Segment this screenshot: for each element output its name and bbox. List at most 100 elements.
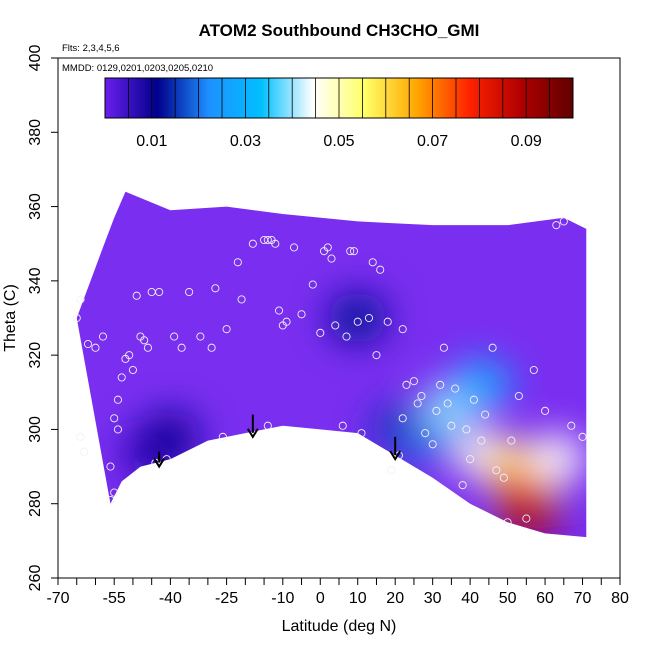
sample-point: [263, 421, 272, 430]
x-tick-label: 70: [574, 590, 592, 607]
y-axis: 260 280 300 320 340 360 380 400: [27, 45, 58, 592]
sample-point: [222, 325, 231, 334]
sample-point: [368, 258, 377, 267]
sample-point: [469, 395, 478, 404]
sample-point: [271, 239, 280, 248]
x-tick-label: 80: [611, 590, 629, 607]
sample-point: [91, 343, 100, 352]
sample-point: [578, 432, 587, 441]
sample-point: [451, 384, 460, 393]
field-blob: [140, 410, 201, 463]
y-tick-label: 320: [27, 342, 44, 369]
sample-point: [316, 328, 325, 337]
colorbar-tick-label: 0.01: [136, 133, 167, 150]
sample-point: [398, 414, 407, 423]
sample-point: [383, 317, 392, 326]
sample-point: [185, 287, 194, 297]
sample-point: [466, 455, 475, 464]
colorbar-tick-label: 0.07: [417, 133, 448, 150]
sample-point: [113, 395, 122, 404]
sample-point: [436, 380, 445, 389]
sample-point: [541, 406, 550, 415]
sample-point: [462, 425, 471, 434]
colorbar: 0.01 0.03 0.05 0.07 0.09: [104, 77, 574, 150]
sample-point: [83, 339, 93, 349]
sample-point: [481, 410, 490, 419]
x-tick-label: 30: [424, 590, 442, 607]
sample-point: [357, 429, 366, 438]
sample-point: [140, 336, 149, 345]
sample-point: [76, 295, 85, 304]
flight-arrow: [153, 451, 166, 469]
sample-point: [432, 406, 441, 415]
x-tick-label: 10: [349, 590, 367, 607]
sample-point: [132, 291, 141, 300]
sample-point: [110, 488, 119, 497]
sample-point: [443, 399, 452, 408]
y-tick-label: 300: [27, 416, 44, 443]
sample-point: [488, 343, 497, 352]
sample-point: [323, 243, 332, 252]
sample-point: [349, 247, 359, 256]
sample-point: [376, 265, 385, 274]
chart-title: ATOM2 Southbound CH3CHO_GMI: [199, 21, 480, 40]
sample-point: [128, 365, 137, 375]
sample-point: [409, 377, 418, 386]
sample-point: [413, 399, 422, 408]
sample-point: [211, 284, 220, 293]
y-tick-label: 380: [27, 119, 44, 146]
sample-point: [177, 343, 186, 352]
sample-point: [331, 321, 340, 330]
sample-point: [338, 421, 347, 430]
colorbar-tick-label: 0.09: [511, 133, 542, 150]
y-tick-label: 340: [27, 267, 44, 294]
sample-point: [282, 317, 291, 326]
sample-point: [559, 217, 568, 226]
x-tick-label: 20: [386, 590, 404, 607]
sample-point: [113, 425, 122, 434]
sample-point: [76, 432, 85, 441]
y-tick-label: 280: [27, 490, 44, 517]
y-tick-label: 400: [27, 45, 44, 72]
sample-point: [125, 351, 134, 360]
x-tick-label: 60: [536, 590, 554, 607]
sample-point: [567, 421, 576, 430]
sample-point: [342, 332, 351, 341]
sample-point: [196, 332, 205, 341]
sample-point: [514, 391, 523, 401]
flight-arrows: [153, 414, 402, 469]
colorbar-tick-label: 0.05: [323, 133, 354, 150]
sample-point: [499, 473, 508, 482]
sample-point: [387, 466, 396, 475]
sample-point: [529, 365, 538, 375]
sample-point: [353, 317, 362, 326]
sample-point: [522, 514, 531, 523]
sample-point: [552, 221, 561, 230]
y-axis-label: Theta (C): [2, 284, 19, 352]
flight-arrow: [246, 414, 259, 439]
sample-point: [346, 247, 355, 256]
sample-point: [327, 254, 336, 263]
y-tick-label: 260: [27, 565, 44, 592]
x-axis-label: Latitude (deg N): [282, 618, 397, 635]
sample-point: [248, 239, 257, 248]
sample-point: [80, 447, 89, 456]
x-tick-label: -10: [271, 590, 294, 607]
x-tick-label: 40: [461, 590, 479, 607]
sample-points: [72, 217, 587, 527]
dates-label: MMDD: 0129,0201,0203,0205,0210: [62, 63, 213, 74]
field-blob: [500, 485, 561, 538]
colorbar-tick-label: 0.03: [230, 133, 261, 150]
sample-point: [477, 436, 486, 445]
sample-point: [492, 466, 501, 475]
sample-point: [143, 343, 152, 352]
sample-point: [170, 332, 179, 341]
sample-point: [507, 436, 516, 445]
y-tick-label: 360: [27, 193, 44, 220]
sample-point: [207, 343, 216, 352]
sample-point: [98, 332, 108, 341]
sample-point: [117, 373, 126, 382]
x-tick-label: -70: [46, 590, 69, 607]
sample-point: [439, 343, 448, 352]
